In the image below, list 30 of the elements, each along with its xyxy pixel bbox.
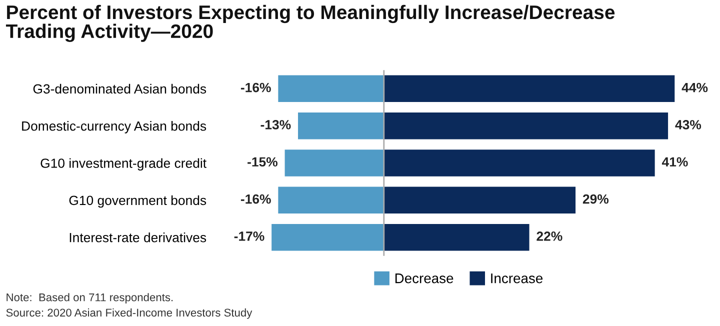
data-label: 29% (582, 194, 609, 204)
data-label: -16% (240, 82, 271, 92)
y-tick-label: Domestic-currency Asian bonds (22, 121, 206, 134)
y-tick-label: G10 government bonds (69, 195, 206, 208)
y-tick-label: Interest-rate derivatives (70, 232, 206, 242)
data-label: -17% (234, 232, 264, 241)
legend-label: Increase (491, 274, 543, 284)
bar (278, 75, 384, 102)
y-tick-label: G10 investment-grade credit (40, 158, 206, 171)
bar (298, 112, 384, 140)
data-label: -15% (248, 157, 278, 167)
source-note: Source: 2020 Asian Fixed-Income Investors Study (6, 308, 252, 319)
bar (384, 112, 668, 140)
chart-title: Percent of Investors Expecting to Meaningfully Increase/Decrease Trading Activity—2020 (6, 4, 615, 42)
text: Note: Based on 711 respondents. (6, 293, 173, 304)
data-label: 41% (662, 157, 688, 167)
bar (284, 150, 384, 176)
bar (384, 224, 530, 251)
data-label: 22% (536, 232, 562, 241)
bar (384, 186, 576, 214)
data-label: -16% (240, 194, 271, 204)
bar (278, 186, 384, 214)
bar (384, 150, 655, 176)
data-label: 43% (675, 120, 702, 130)
y-tick-label: G3-denominated Asian bonds (33, 84, 206, 94)
data-label: -13% (260, 120, 291, 130)
bar (272, 224, 384, 251)
legend-label: Decrease (395, 274, 454, 284)
bar (384, 75, 675, 102)
data-label: 44% (682, 82, 708, 92)
